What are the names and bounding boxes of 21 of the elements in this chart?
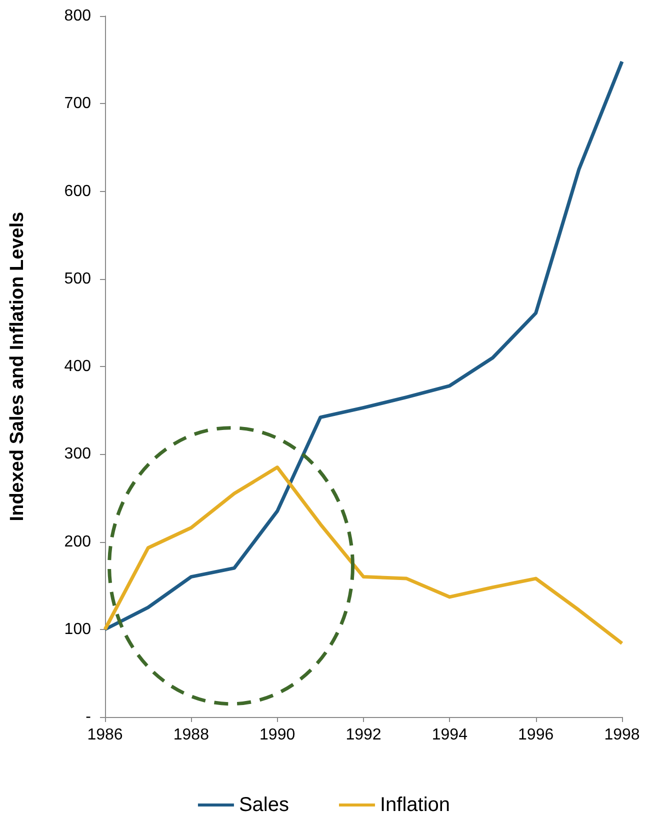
y-tick-label: -: [86, 708, 91, 726]
x-tick-label: 1992: [346, 726, 382, 744]
y-axis-title: Indexed Sales and Inflation Levels: [7, 212, 28, 522]
x-tick-label: 1994: [432, 726, 468, 744]
line-series: [103, 60, 624, 632]
y-tick-label: 100: [64, 620, 92, 638]
x-tick-label: 1986: [87, 726, 123, 744]
legend-label: Inflation: [380, 794, 450, 816]
x-tick-label: 1996: [518, 726, 554, 744]
x-tick-label: 1988: [173, 726, 210, 744]
x-tick-label: 1990: [260, 726, 296, 744]
x-tick-label: 1998: [604, 726, 640, 744]
y-tick-label: 700: [64, 95, 92, 112]
y-tick-label: 300: [64, 446, 92, 463]
y-tick-label: 500: [64, 270, 92, 288]
y-tick-label: 400: [64, 358, 92, 375]
line-series: [103, 466, 624, 646]
y-tick-label: 600: [64, 182, 92, 200]
legend-label: Sales: [238, 794, 289, 816]
y-tick-label: 800: [64, 8, 92, 24]
y-tick-label: 200: [64, 533, 92, 550]
